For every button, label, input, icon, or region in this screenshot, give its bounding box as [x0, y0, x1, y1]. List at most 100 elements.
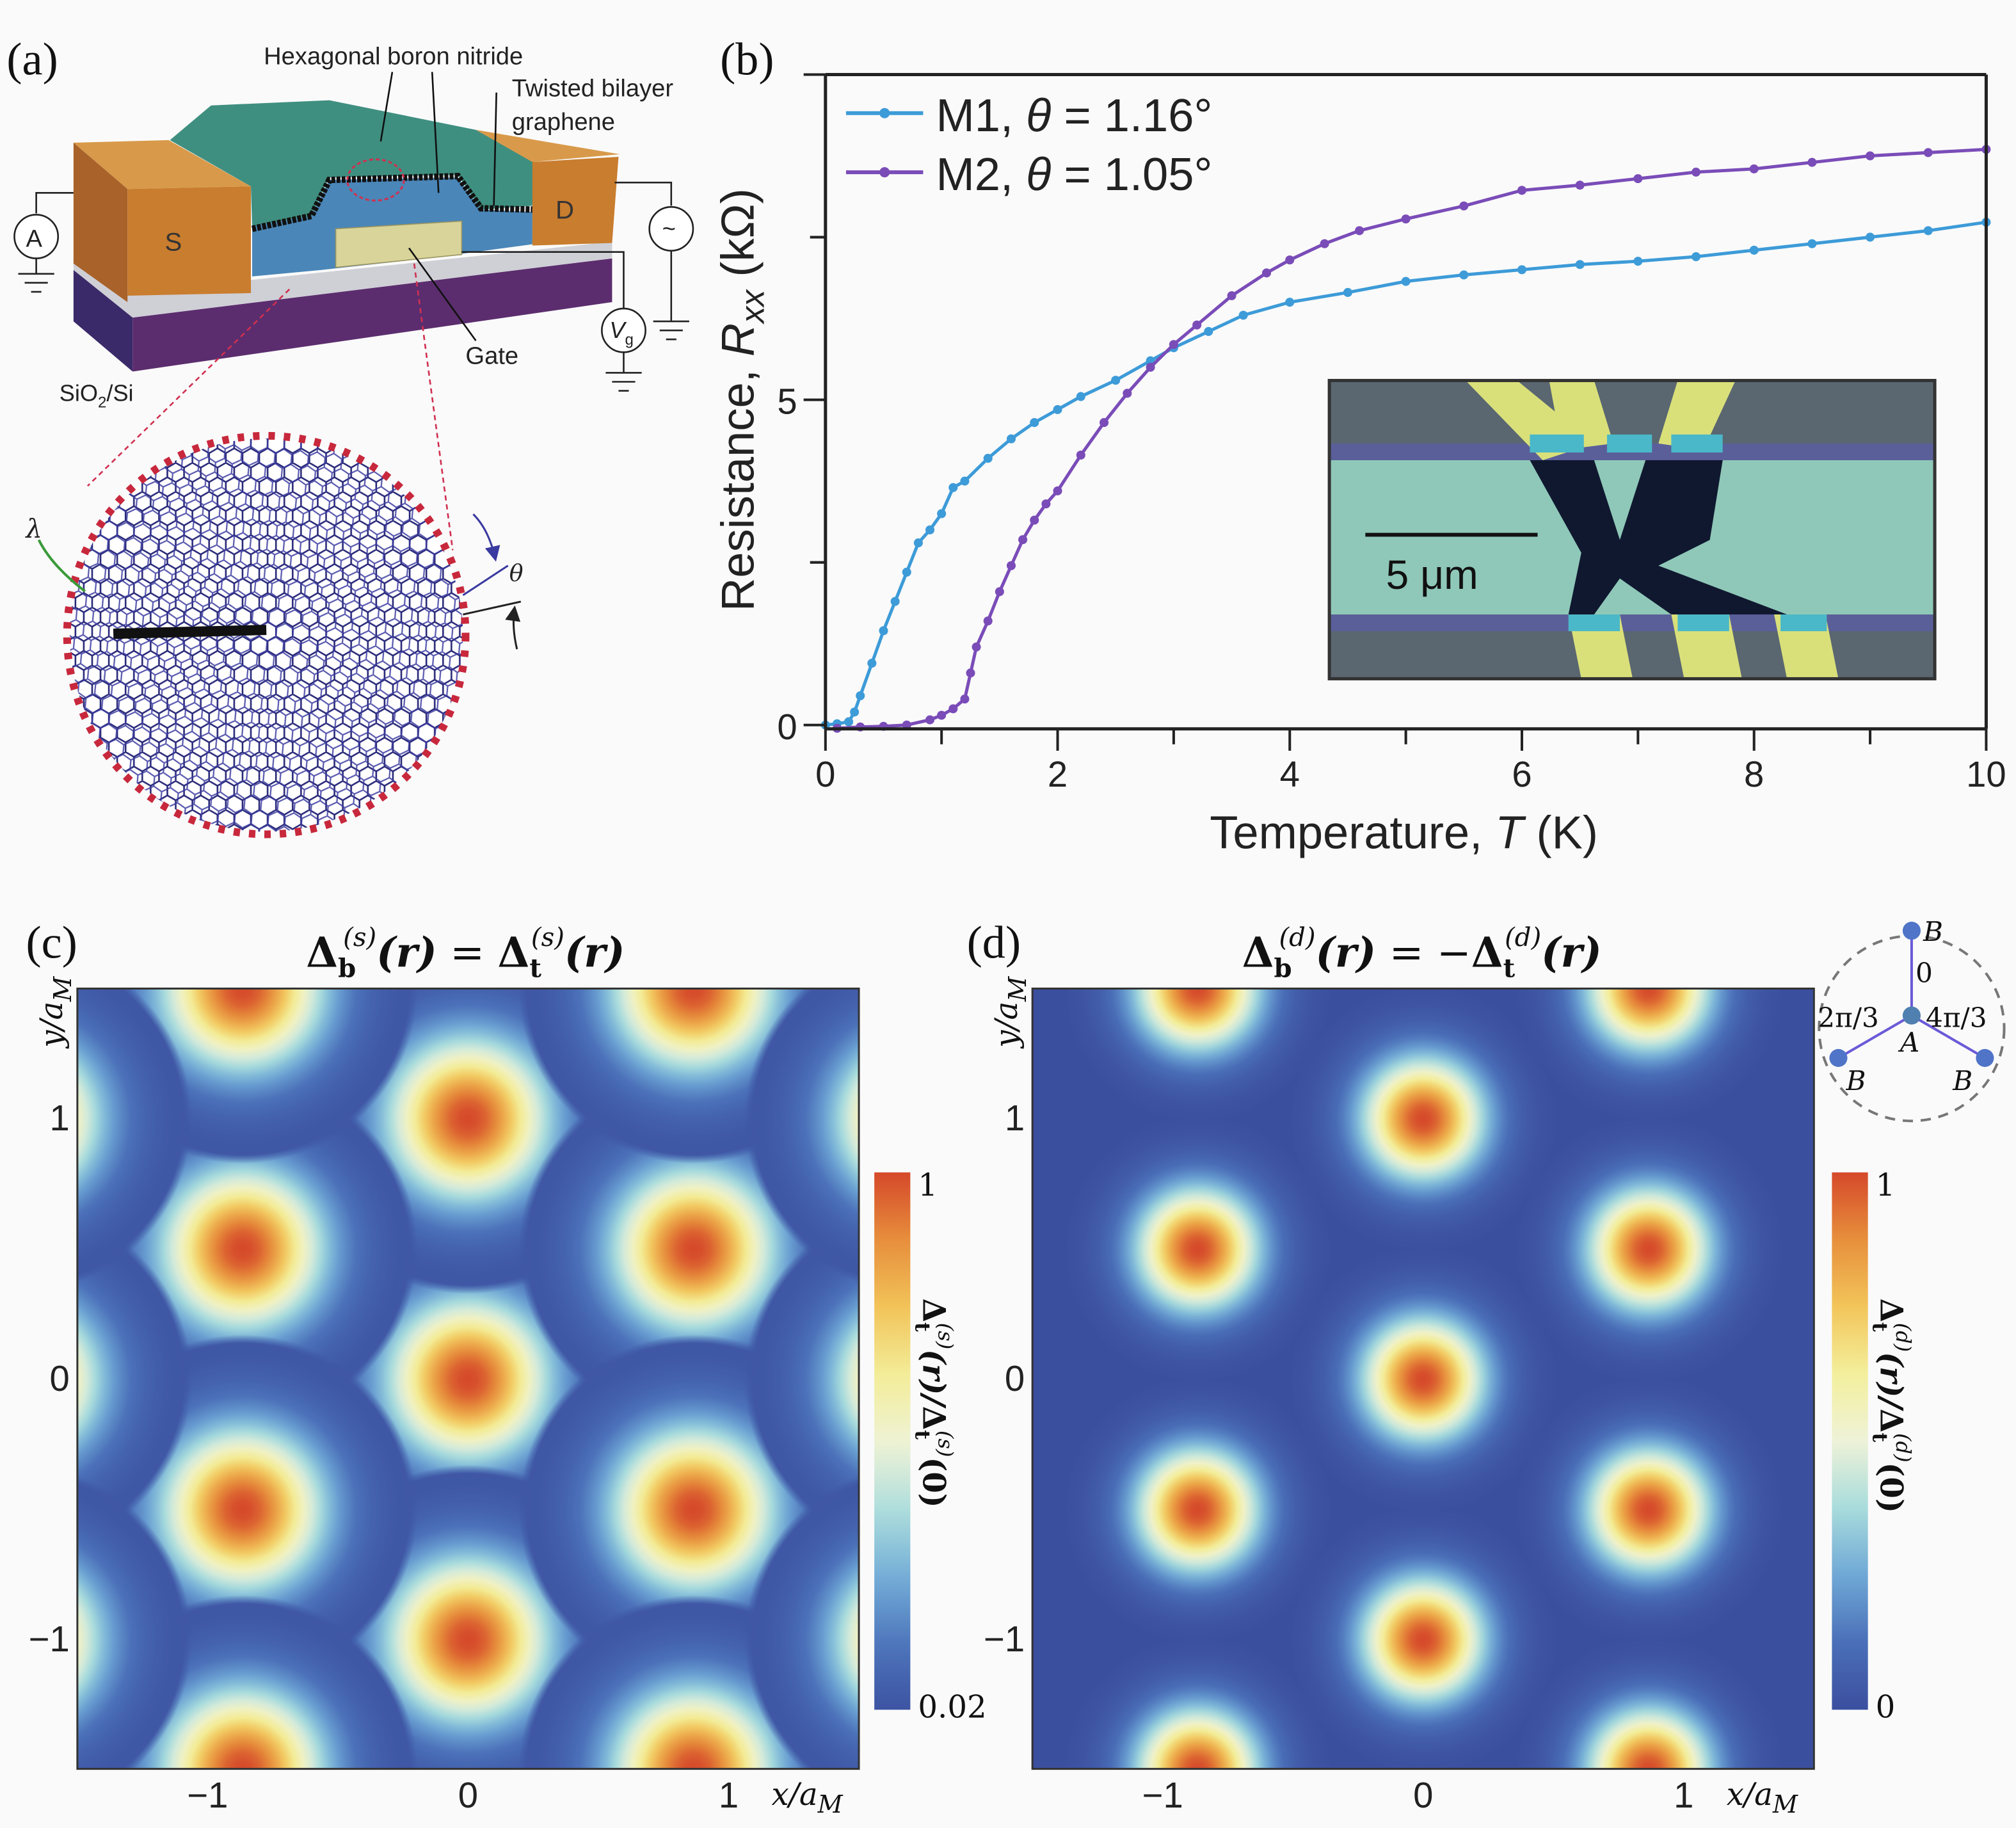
- moire-wavelength-bar: [113, 625, 267, 639]
- y-axis-label: y/aM: [34, 976, 77, 1049]
- zoom-line-left: [87, 288, 291, 487]
- data-point: [1633, 257, 1643, 266]
- label-a: A: [1898, 1027, 1919, 1058]
- heatmap-d-wave: −1 0 1 −1 0 1 x/aM y/aM 1 0 Δt(d)(r)/Δt(d)(0): [984, 976, 1916, 1818]
- circuit: [13, 181, 694, 392]
- twist-arrow-bottom: [505, 605, 521, 650]
- data-point: [1146, 362, 1155, 372]
- legend-marker-m1: [879, 108, 890, 118]
- y-tick-label: 0: [777, 707, 797, 747]
- leader-lines: [380, 72, 497, 342]
- graphene-layer: [251, 173, 533, 232]
- data-point: [1749, 245, 1759, 255]
- panel-c-title: Δb(s)(r) = Δt(s)(r): [306, 923, 625, 983]
- substrate-si: [132, 258, 612, 372]
- colorbar-label: Δt(s)(r)/Δt(s)(0): [910, 1299, 957, 1508]
- data-point: [1285, 255, 1295, 265]
- data-point: [1006, 434, 1016, 444]
- data-point: [1355, 226, 1364, 236]
- panel-label-d: (d): [967, 917, 1021, 968]
- site-b-right: [1976, 1048, 1994, 1068]
- label-b-right: B: [1952, 1065, 1972, 1096]
- data-point: [902, 567, 911, 577]
- label-b-top: B: [1923, 916, 1943, 947]
- data-point: [1459, 201, 1469, 211]
- panel-label-c: (c): [26, 917, 77, 968]
- data-point: [966, 668, 975, 678]
- x-tick-label: 4: [1280, 754, 1300, 794]
- data-point: [1192, 320, 1202, 330]
- data-point: [1169, 340, 1178, 349]
- tbg-label-1: Twisted bilayer: [512, 75, 674, 102]
- theta-label: θ: [509, 559, 524, 587]
- data-point: [913, 538, 923, 548]
- data-point: [1041, 499, 1051, 509]
- site-a: [1902, 1006, 1921, 1025]
- data-point: [1575, 260, 1585, 269]
- x-tick-label: 1: [1674, 1775, 1693, 1815]
- data-point: [1204, 326, 1213, 336]
- data-point: [1285, 298, 1295, 307]
- y-tick-label: 1: [50, 1098, 70, 1138]
- y-axis-label: y/aM: [989, 976, 1032, 1049]
- x-tick-label: 10: [1966, 754, 2006, 794]
- data-point: [1401, 277, 1411, 286]
- phase-label-0: 0: [1916, 957, 1933, 988]
- data-point: [1459, 270, 1469, 280]
- peak: [1515, 1376, 1782, 1643]
- data-point: [856, 691, 865, 701]
- legend-label-m1: M1, θ = 1.16°: [936, 90, 1213, 141]
- tbg-label-2: graphene: [512, 108, 615, 136]
- peak: [77, 1464, 192, 1769]
- zoom-region-marker: [346, 158, 405, 202]
- data-point: [995, 587, 1004, 597]
- data-point: [867, 659, 877, 668]
- data-point: [890, 597, 900, 606]
- data-point: [1517, 186, 1527, 195]
- panel-d-title: Δb(d)(r) = −Δt(d)(r): [1242, 923, 1602, 983]
- peak: [744, 988, 860, 1294]
- lambda-pointer: [37, 539, 86, 593]
- x-axis-label: x/aM: [1727, 1777, 1798, 1818]
- data-point: [1575, 180, 1585, 190]
- peak: [1064, 1376, 1331, 1643]
- peak: [1515, 988, 1782, 1122]
- data-point: [1691, 167, 1701, 177]
- x-tick-label: 2: [1048, 754, 1068, 794]
- data-point: [1227, 291, 1236, 301]
- data-point: [972, 642, 981, 652]
- panel-label-a: (a): [6, 33, 58, 84]
- data-point: [1923, 148, 1933, 157]
- x-tick-label: −1: [1142, 1775, 1183, 1815]
- data-point: [1100, 418, 1109, 428]
- data-point: [1053, 486, 1062, 495]
- data-point: [1261, 268, 1272, 278]
- data-point: [925, 525, 935, 534]
- data-point: [1691, 252, 1701, 262]
- y-tick-label: 5: [777, 381, 797, 422]
- drain-label: D: [556, 195, 574, 224]
- x-tick-label: 6: [1512, 754, 1532, 794]
- legend: M1, θ = 1.16° M2, θ = 1.05°: [845, 90, 1213, 200]
- y-tick-label: 0: [50, 1358, 70, 1399]
- device-micrograph-inset: 5 μm: [1327, 378, 1937, 680]
- y-tick-label: −1: [984, 1619, 1025, 1659]
- data-point: [1320, 239, 1329, 248]
- data-point: [1866, 232, 1875, 242]
- x-axis-label: Temperature, T (K): [1210, 808, 1598, 859]
- peak: [1064, 1116, 1331, 1383]
- site-b-left: [1829, 1048, 1848, 1068]
- colorbar-max-label: 1: [918, 1167, 938, 1203]
- source-top: [73, 140, 252, 189]
- series-2: [832, 145, 1991, 733]
- hbn-top: [170, 100, 534, 227]
- data-point: [879, 626, 888, 636]
- peak: [1064, 1637, 1331, 1769]
- y-axis-label: Resistance, Rxx (kΩ): [712, 188, 771, 611]
- hbn-label: Hexagonal boron nitride: [264, 42, 523, 70]
- panel-c: (c) Δb(s)(r) = Δt(s)(r) −1 0 1 −1 0 1 x/aM y/aM…: [26, 917, 987, 1818]
- data-point: [1076, 392, 1085, 401]
- legend-marker-m2: [879, 167, 890, 178]
- y-tick-label: −1: [29, 1619, 70, 1659]
